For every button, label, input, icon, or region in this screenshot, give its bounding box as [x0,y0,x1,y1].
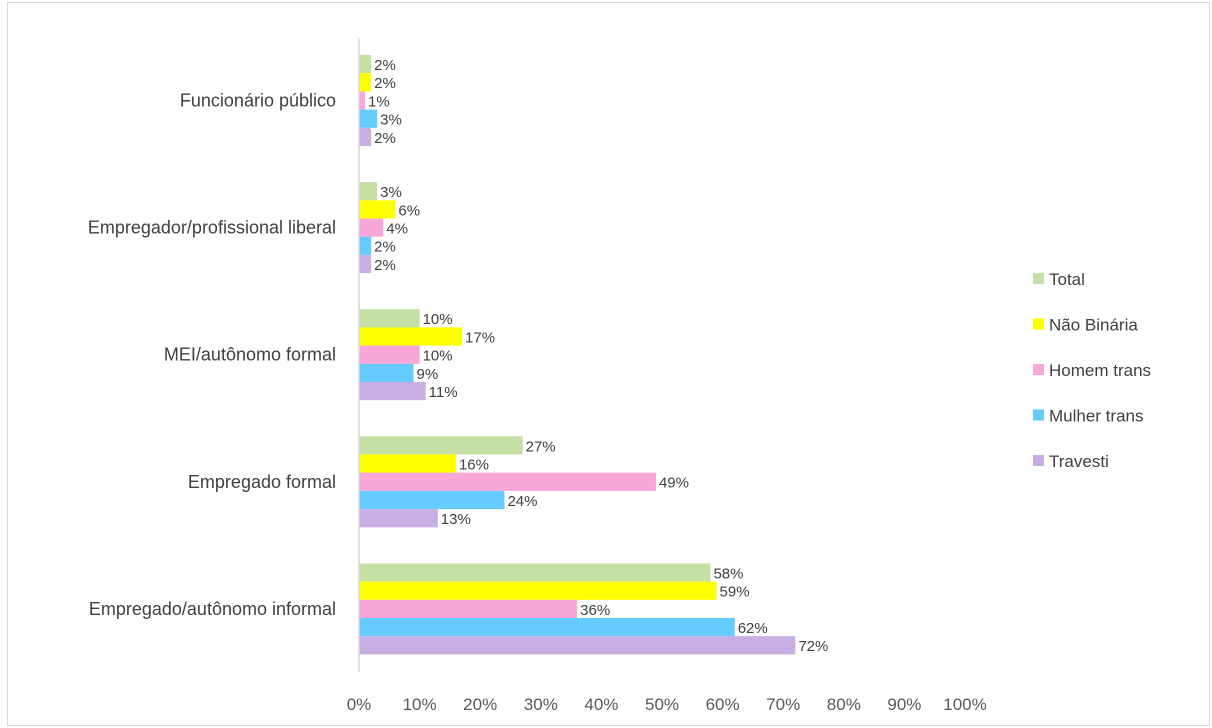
data-label: 36% [580,602,610,619]
bar [359,599,578,618]
legend-swatch [1033,364,1044,375]
x-tick-label: 30% [524,695,558,714]
bar [359,454,456,473]
data-label: 4% [386,221,408,238]
bar [359,91,366,110]
bar [359,127,372,146]
bar [359,236,372,255]
data-label: 27% [526,438,556,455]
data-label: 2% [374,75,396,92]
bar [359,363,414,382]
data-label: 9% [417,366,439,383]
data-label: 62% [738,620,768,637]
data-label: 49% [659,475,689,492]
category-labels: Funcionário público Empregador/profission… [88,91,336,619]
x-tick-label: 90% [887,695,921,714]
legend-label: Travesti [1049,452,1109,471]
legend-swatch [1033,318,1044,330]
bar [359,218,384,237]
data-label: 2% [374,257,396,274]
x-tick-label: 70% [766,695,800,714]
category-label: Empregador/profissional liberal [88,218,336,238]
x-tick-label: 60% [706,695,740,714]
chart-area [7,2,1210,726]
bar [359,618,735,637]
legend: Total Não Binária Homem trans Mulher trans T… [1033,270,1151,471]
legend-label: Mulher trans [1049,407,1143,426]
x-tick-label: 0% [347,695,372,714]
legend-swatch [1033,409,1044,421]
bar [359,636,796,655]
bar [359,490,505,510]
x-tick-label: 80% [827,695,861,714]
category-label: Funcionário público [180,91,336,111]
bar [359,436,523,455]
data-label: 3% [380,184,402,201]
x-tick-label: 50% [645,695,679,714]
legend-swatch [1033,455,1044,466]
bar [359,109,378,128]
x-tick-label: 100% [943,695,986,714]
x-tick-label: 20% [463,695,497,714]
category-label: MEI/autônomo formal [164,345,336,365]
legend-label: Não Binária [1049,316,1138,335]
data-label: 1% [368,93,390,110]
bar [359,509,438,528]
bar [359,254,372,274]
data-label: 2% [374,130,396,147]
bar [359,55,372,74]
data-label: 13% [441,511,471,528]
data-label: 17% [465,329,495,346]
bar [359,382,426,401]
data-label: 2% [374,57,396,74]
data-label: 72% [798,638,828,655]
data-label: 2% [374,239,396,256]
category-label: Empregado formal [188,472,336,492]
x-tick-label: 40% [584,695,618,714]
x-tick-labels: 0% 10% 20% 30% 40% 50% 60% 70% 80% 90% 100% [347,695,987,714]
data-label: 10% [423,311,453,328]
data-label: 58% [713,565,743,582]
legend-swatch [1033,273,1044,284]
data-label: 3% [380,112,402,129]
bar [359,309,420,328]
data-labels: 2%2%1%3%2%3%6%4%2%2%10%17%10%9%11%27%16%… [368,57,828,655]
data-label: 16% [459,457,489,474]
bar [359,581,717,600]
data-label: 59% [720,584,750,601]
bars-layer [359,55,796,655]
bar [359,563,711,582]
x-tick-label: 10% [403,695,437,714]
category-label: Empregado/autônomo informal [89,599,336,619]
bar [359,472,656,491]
bar [359,327,463,346]
data-label: 24% [507,493,537,510]
data-label: 11% [429,384,458,401]
data-label: 10% [423,348,453,365]
bar [359,200,396,219]
data-label: 6% [398,202,420,219]
bar [359,73,372,92]
bar [359,345,420,364]
bar [359,182,378,201]
legend-label: Total [1049,270,1085,289]
legend-label: Homem trans [1049,361,1151,380]
